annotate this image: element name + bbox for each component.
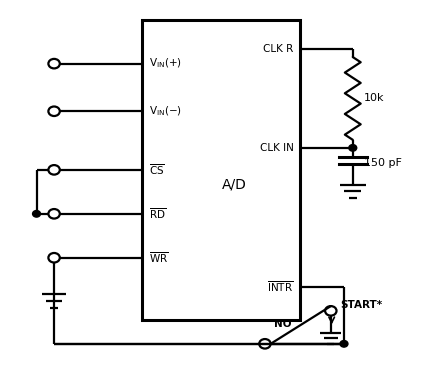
Text: $\mathregular{V_{IN}(-)}$: $\mathregular{V_{IN}(-)}$ [149,104,182,118]
Circle shape [33,210,41,217]
Text: $\mathregular{V_{IN}(+)}$: $\mathregular{V_{IN}(+)}$ [149,57,182,70]
Text: $\overline{\mathrm{CS}}$: $\overline{\mathrm{CS}}$ [149,162,164,177]
Text: CLK IN: CLK IN [259,143,293,153]
Text: $\overline{\mathrm{INTR}}$: $\overline{\mathrm{INTR}}$ [267,280,293,294]
Text: NO: NO [274,319,291,329]
Text: START*: START* [340,300,383,310]
Text: 150 pF: 150 pF [364,158,402,168]
Bar [142,20,300,320]
Circle shape [349,145,357,151]
Text: CLK R: CLK R [263,44,293,54]
Circle shape [340,341,348,347]
Text: $\overline{\mathrm{RD}}$: $\overline{\mathrm{RD}}$ [149,206,166,221]
Text: 10k: 10k [364,93,384,103]
Text: A/D: A/D [222,177,247,192]
Text: $\overline{\mathrm{WR}}$: $\overline{\mathrm{WR}}$ [149,251,168,265]
